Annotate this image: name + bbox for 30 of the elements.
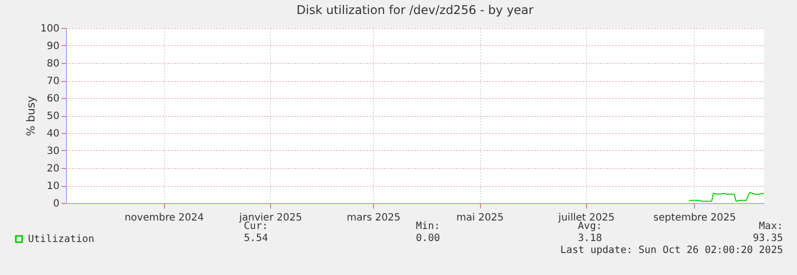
y-tick-label: 90 [46,41,60,52]
text: Avg: [578,221,602,232]
text: 5.54 [244,233,268,244]
y-tick-label: 50 [46,111,60,122]
x-tick-label: septembre 2025 [653,212,736,224]
text: Last update: Sun Oct 26 02:00:20 2025 [560,245,783,256]
legend-label: Utilization [28,234,94,245]
y-tick-label: 40 [46,128,60,140]
text: 93.35 [752,233,783,244]
y-tick-label: 10 [46,181,60,192]
x-tick-label: juillet 2025 [557,212,615,224]
x-tick-label: novembre 2024 [124,212,204,224]
chart-title: Disk utilization for /dev/zd256 - by year [296,3,534,17]
text: Cur: [244,221,268,232]
y-tick-label: 30 [46,146,60,157]
text: 3.18 [578,233,602,244]
y-tick-label: 20 [46,164,60,174]
y-tick-label: 80 [46,58,60,70]
x-tick-label: mai 2025 [456,212,504,224]
text: Min: [416,221,440,232]
text: 0.00 [416,233,440,244]
x-tick-label: janvier 2025 [238,212,302,224]
x-tick-label: mars 2025 [346,212,401,224]
line-series [688,192,764,202]
text: Max: [758,221,783,232]
y-tick-label: 0 [53,198,60,210]
y-axis-title: % busy [24,95,38,136]
y-tick-label: 100 [40,24,60,34]
y-tick-label: 70 [46,76,60,87]
y-tick-label: 60 [46,94,60,104]
